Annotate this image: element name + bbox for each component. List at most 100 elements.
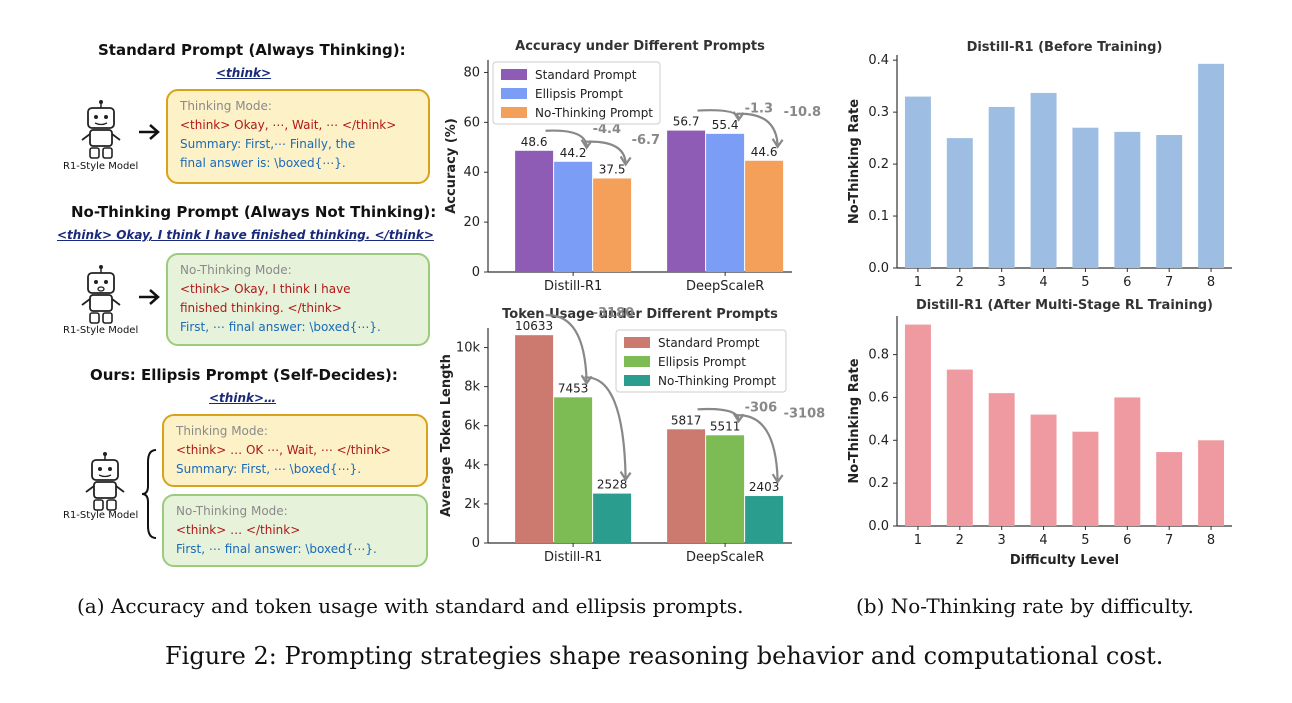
data-label: 5817 xyxy=(671,413,702,427)
bar xyxy=(1072,431,1099,526)
answer-line: First, ⋯ final answer: \boxed{⋯}. xyxy=(180,320,381,334)
data-label: 10633 xyxy=(515,319,553,333)
bar xyxy=(667,429,706,543)
change-arrow-head xyxy=(732,111,745,122)
standard-prompt-tag: <think> xyxy=(216,66,272,80)
mode-label: Thinking Mode: xyxy=(176,424,268,438)
change-arrow xyxy=(736,112,779,145)
data-label: 44.2 xyxy=(560,146,587,160)
y-tick-label: 0.2 xyxy=(868,157,889,172)
y-tick-label: 0.4 xyxy=(868,53,889,68)
y-tick-label: 2k xyxy=(464,497,480,512)
x-tick-label: 5 xyxy=(1081,275,1089,290)
bar xyxy=(904,96,931,268)
y-tick-label: 0.1 xyxy=(868,209,889,224)
change-arrow-head xyxy=(619,471,632,482)
thinking-mode-box: Thinking Mode: <think> Okay, ⋯, Wait, ⋯ … xyxy=(166,89,430,184)
legend-label: Standard Prompt xyxy=(658,336,760,350)
legend-label: Standard Prompt xyxy=(535,68,637,82)
x-tick-label: 8 xyxy=(1207,275,1215,290)
bar xyxy=(1114,131,1141,268)
y-axis-label: Average Token Length xyxy=(439,354,454,517)
mode-label: No-Thinking Mode: xyxy=(180,263,292,277)
legend-swatch xyxy=(501,69,527,80)
bar xyxy=(1072,127,1099,268)
robot-icon xyxy=(81,265,121,324)
change-arrow-head xyxy=(732,412,745,424)
y-tick-label: 0.6 xyxy=(868,390,889,405)
data-label: 48.6 xyxy=(521,135,548,149)
x-tick-label: 2 xyxy=(956,275,964,290)
arrow-right-icon xyxy=(139,289,160,305)
change-annotation: -3180 xyxy=(593,306,635,321)
robot-label: R1-Style Model xyxy=(63,510,139,521)
change-annotation: -1.3 xyxy=(745,102,773,117)
change-arrow xyxy=(584,376,627,478)
y-axis-label: Accuracy (%) xyxy=(444,118,459,214)
bar xyxy=(745,496,784,543)
y-tick-label: 0.0 xyxy=(868,519,889,534)
robot-label: R1-Style Model xyxy=(63,325,139,336)
chart-title: Token Usage under Different Prompts xyxy=(502,307,778,322)
robot-icon xyxy=(81,100,121,159)
x-tick-label: 1 xyxy=(914,533,922,548)
legend-label: Ellipsis Prompt xyxy=(535,87,623,101)
chart-title: Accuracy under Different Prompts xyxy=(515,39,765,54)
subcaption-b: (b) No-Thinking rate by difficulty. xyxy=(856,594,1194,618)
legend-swatch xyxy=(624,375,650,386)
think-line: <think> Okay, I think I have xyxy=(180,282,351,296)
data-label: 55.4 xyxy=(712,118,739,132)
ellipsis-prompt-heading: Ours: Ellipsis Prompt (Self-Decides): xyxy=(90,366,398,384)
bar xyxy=(946,138,973,268)
x-tick-label: DeepScaleR xyxy=(686,279,764,294)
y-tick-label: 20 xyxy=(463,215,480,230)
change-annotation: -10.8 xyxy=(784,105,821,120)
x-axis-label: Difficulty Level xyxy=(1010,553,1119,568)
answer-line: final answer is: \boxed{⋯}. xyxy=(180,156,346,170)
legend-box xyxy=(615,329,787,393)
curly-brace-icon xyxy=(141,449,157,539)
change-arrow xyxy=(584,140,627,163)
change-arrow xyxy=(545,129,588,147)
x-tick-label: Distill-R1 xyxy=(544,550,602,565)
legend-label: No-Thinking Prompt xyxy=(658,374,776,388)
data-label: 56.7 xyxy=(673,115,700,129)
ellipsis-prompt-tag: <think>… xyxy=(209,391,277,405)
legend-swatch xyxy=(624,356,650,367)
x-tick-label: DeepScaleR xyxy=(686,550,764,565)
bar xyxy=(988,106,1015,268)
x-tick-label: 2 xyxy=(956,533,964,548)
y-tick-label: 80 xyxy=(463,65,480,80)
y-tick-label: 0.8 xyxy=(868,348,889,363)
change-annotation: -306 xyxy=(745,400,778,415)
change-arrow xyxy=(697,407,740,420)
y-tick-label: 0 xyxy=(472,265,480,280)
data-label: 44.6 xyxy=(751,145,778,159)
change-annotation: -4.4 xyxy=(593,122,621,137)
robot-label: R1-Style Model xyxy=(63,161,139,172)
y-tick-label: 10k xyxy=(456,341,481,356)
change-arrow-head xyxy=(619,155,632,167)
y-tick-label: 0.0 xyxy=(868,261,889,276)
subcaption-a: (a) Accuracy and token usage with standa… xyxy=(77,594,744,618)
x-tick-label: 4 xyxy=(1039,275,1047,290)
bar xyxy=(706,133,745,272)
x-tick-label: 3 xyxy=(998,275,1006,290)
y-axis-label: No-Thinking Rate xyxy=(847,358,862,483)
x-tick-label: 6 xyxy=(1123,533,1131,548)
change-arrow-head xyxy=(771,138,784,149)
change-arrow-head xyxy=(580,139,593,150)
x-tick-label: 7 xyxy=(1165,275,1173,290)
y-tick-label: 0.2 xyxy=(868,476,889,491)
bar xyxy=(946,369,973,526)
x-tick-label: 8 xyxy=(1207,533,1215,548)
think-line: finished thinking. </think> xyxy=(180,301,342,315)
bar xyxy=(593,178,632,272)
standard-prompt-heading: Standard Prompt (Always Thinking): xyxy=(98,41,406,59)
bar xyxy=(706,435,745,543)
legend-swatch xyxy=(501,107,527,118)
x-tick-label: 7 xyxy=(1165,533,1173,548)
bar xyxy=(515,150,554,272)
y-tick-label: 4k xyxy=(464,458,480,473)
y-tick-label: 0.3 xyxy=(868,105,889,120)
